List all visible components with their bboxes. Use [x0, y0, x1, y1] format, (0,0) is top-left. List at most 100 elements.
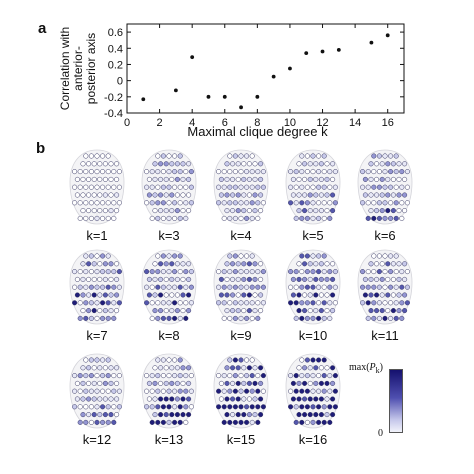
brain-node: [307, 380, 313, 386]
brain-node: [77, 184, 83, 190]
brain-node: [244, 200, 250, 206]
brain-node: [310, 300, 316, 306]
data-point: [173, 88, 178, 93]
brain-node: [235, 176, 241, 182]
brain-node: [155, 357, 161, 363]
brain-node: [152, 192, 158, 198]
brain-node: [321, 419, 327, 425]
brain-node: [116, 388, 122, 394]
brain-node: [244, 169, 250, 175]
brain-node: [86, 208, 92, 214]
brain-k-label: k=5: [302, 228, 324, 243]
brain-node: [97, 292, 103, 298]
brain-node: [227, 269, 233, 275]
brain-node: [88, 404, 94, 410]
brain-node: [232, 357, 238, 363]
brain-node: [221, 269, 227, 275]
brain-node: [304, 315, 310, 321]
brain-node: [77, 419, 83, 425]
brain-node: [232, 300, 238, 306]
brain-node: [304, 300, 310, 306]
data-point: [255, 94, 260, 99]
brain-node: [376, 300, 382, 306]
brain-node: [174, 308, 180, 314]
y-axis-label-line: anterior-: [71, 46, 85, 91]
brain-node: [404, 300, 410, 306]
brain-node: [108, 161, 114, 167]
brain-node: [88, 269, 94, 275]
brain-node: [163, 161, 169, 167]
brain-node: [83, 284, 89, 290]
brain-node: [318, 161, 324, 167]
brain-node: [108, 308, 114, 314]
brain-node: [246, 412, 252, 418]
brain-node: [221, 215, 227, 221]
brain-node: [144, 169, 150, 175]
brain-map: [140, 248, 198, 326]
brain-node: [313, 292, 319, 298]
brain-node: [102, 365, 108, 371]
brain-node: [105, 269, 111, 275]
brain-node: [302, 261, 308, 267]
brain-node: [310, 419, 316, 425]
brain-node: [399, 315, 405, 321]
brain-node: [288, 404, 294, 410]
brain-node: [252, 412, 258, 418]
brain-node: [183, 215, 189, 221]
brain-node: [379, 161, 385, 167]
brain-node: [304, 357, 310, 363]
brain-node: [382, 284, 388, 290]
x-tick-label: 2: [157, 117, 163, 129]
brain-node: [105, 253, 111, 259]
brain-node: [232, 215, 238, 221]
brain-node: [244, 404, 250, 410]
brain-node: [77, 404, 83, 410]
brain-node: [116, 284, 122, 290]
brain-map: [284, 248, 342, 326]
brain-node: [108, 276, 114, 282]
brain-node: [88, 419, 94, 425]
brain-node: [102, 161, 108, 167]
brain-node: [221, 419, 227, 425]
brain-node: [324, 208, 330, 214]
brain-node: [186, 292, 192, 298]
brain-node: [290, 396, 296, 402]
brain-node: [88, 357, 94, 363]
brain-node: [371, 215, 377, 221]
brain-node: [379, 208, 385, 214]
brain-node: [368, 308, 374, 314]
brain-node: [172, 269, 178, 275]
brain-node: [158, 292, 164, 298]
brain-node: [321, 373, 327, 379]
correlation-scatter-chart: 0 2 4 6 8 10 12 14 16 -0.4 -0.2 0 0.2 0.4 0.6 Maximal c…: [58, 23, 405, 139]
brain-node: [230, 208, 236, 214]
brain-node: [235, 208, 241, 214]
brain-node: [396, 292, 402, 298]
brain-node: [371, 300, 377, 306]
brain-node: [390, 276, 396, 282]
brain-node: [105, 373, 111, 379]
brain-node: [310, 388, 316, 394]
brain-node: [146, 292, 152, 298]
brain-node: [174, 208, 180, 214]
brain-node: [399, 215, 405, 221]
brain-node: [362, 176, 368, 182]
brain-node: [77, 373, 83, 379]
brain-node: [174, 396, 180, 402]
brain-node: [216, 300, 222, 306]
brain-node: [288, 300, 294, 306]
brain-node: [77, 215, 83, 221]
brain-node: [241, 276, 247, 282]
brain-node: [86, 276, 92, 282]
brain-node: [221, 373, 227, 379]
brain-node: [163, 208, 169, 214]
brain-node: [188, 300, 194, 306]
brain-node: [91, 176, 97, 182]
brain-node: [288, 184, 294, 190]
brain-node: [174, 365, 180, 371]
brain-node: [404, 284, 410, 290]
brain-map: [284, 148, 342, 226]
brain-node: [180, 396, 186, 402]
y-tick-label: 0.6: [108, 27, 123, 39]
brain-node: [100, 269, 106, 275]
